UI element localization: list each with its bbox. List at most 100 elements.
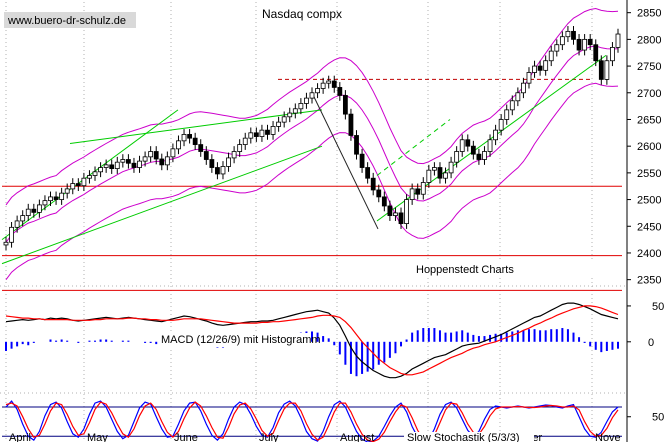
x-tick-label: May: [87, 432, 108, 442]
candle-body: [576, 38, 582, 51]
candle-body: [109, 164, 115, 169]
stochastic-y-tick-label: 50: [652, 412, 664, 424]
candle-body: [187, 134, 193, 139]
candle-body: [36, 204, 42, 213]
bollinger-bands: [5, 7, 619, 280]
candle-body: [348, 113, 354, 136]
candle-body: [331, 80, 337, 88]
candle-body: [253, 132, 259, 137]
trendline: [69, 109, 323, 144]
upper-band: [5, 7, 619, 206]
chart-title: Nasdaq compx: [262, 7, 342, 21]
candle-body: [137, 160, 142, 168]
candle-body: [153, 151, 159, 160]
candle-body: [554, 44, 560, 52]
price-reference-lines: [2, 78, 622, 291]
candle-body: [142, 156, 148, 162]
candle-body: [170, 148, 176, 158]
candle-body: [59, 192, 65, 200]
candle-body: [20, 215, 26, 222]
candle-body: [25, 208, 31, 216]
candle-body: [120, 159, 126, 163]
candle-body: [370, 177, 376, 191]
candle-body: [415, 188, 421, 195]
candle-body: [582, 38, 588, 51]
candle-body: [64, 188, 70, 194]
candle-body: [548, 50, 554, 62]
candle-body: [337, 87, 343, 96]
candle-body: [487, 139, 493, 152]
candle-body: [87, 175, 92, 179]
candle-body: [281, 116, 287, 123]
candle-body: [315, 88, 320, 94]
candle-body: [454, 151, 460, 163]
macd-y-tick-label: 50: [652, 301, 664, 313]
candle-body: [159, 158, 165, 166]
candle-body: [164, 156, 170, 166]
y-tick-labels: 2350 2400 2450 2500 2550 2600 2650 2700 2750 2800…: [627, 8, 664, 424]
candle-body: [231, 151, 237, 159]
candle-body: [309, 92, 315, 99]
candlesticks: [3, 26, 621, 251]
candle-body: [192, 137, 198, 145]
price-y-tick-label: 2350: [637, 275, 661, 287]
candle-body: [537, 65, 543, 71]
candle-body: [114, 161, 120, 169]
candle-body: [465, 139, 471, 147]
x-tick-label: June: [174, 432, 198, 442]
stoch-label-box: [404, 432, 534, 442]
candle-body: [203, 151, 209, 160]
candle-body: [476, 153, 482, 160]
candle-body: [81, 177, 87, 187]
price-y-tick-label: 2600: [637, 141, 661, 153]
candle-body: [215, 167, 220, 175]
candle-body: [198, 144, 204, 152]
candle-body: [131, 162, 137, 168]
candle-body: [532, 65, 537, 73]
candle-body: [354, 135, 359, 155]
price-y-tick-label: 2400: [637, 248, 661, 260]
candle-body: [304, 97, 309, 104]
x-tick-label: April: [9, 432, 31, 442]
candle-body: [470, 145, 476, 155]
candle-body: [459, 139, 465, 152]
candle-body: [393, 212, 398, 216]
watermark-box: [4, 12, 136, 28]
candle-body: [610, 46, 615, 62]
price-y-tick-label: 2450: [637, 221, 661, 233]
candle-body: [593, 44, 599, 62]
lower-band: [5, 82, 619, 280]
stochastic-label: Slow Stochastik (5/3/3): [407, 432, 520, 442]
candle-body: [431, 167, 437, 171]
candle-body: [404, 199, 409, 224]
candle-body: [365, 167, 371, 179]
candle-body: [571, 30, 576, 40]
vertical-gridlines: [5, 2, 593, 442]
candle-body: [443, 172, 448, 179]
candle-body: [259, 129, 265, 137]
candle-body: [342, 95, 348, 115]
price-y-tick-label: 2500: [637, 195, 661, 207]
candle-body: [426, 169, 432, 183]
candle-body: [409, 188, 415, 200]
candle-body: [615, 33, 621, 48]
price-y-tick-label: 2550: [637, 168, 661, 180]
macd-series-line: [5, 305, 619, 376]
candle-body: [92, 171, 98, 176]
candle-body: [493, 129, 499, 141]
candle-body: [565, 30, 571, 38]
candle-body: [526, 72, 532, 84]
candle-body: [543, 60, 549, 71]
candle-body: [148, 151, 154, 158]
macd-label: MACD (12/26/9) mit Histogramm: [161, 334, 321, 346]
candle-body: [287, 112, 293, 118]
candle-body: [176, 140, 181, 150]
trendline: [1, 145, 323, 265]
candle-body: [70, 183, 76, 190]
candle-body: [248, 132, 254, 139]
candle-body: [75, 183, 81, 187]
candle-body: [226, 157, 231, 167]
candle-body: [598, 60, 604, 80]
candle-body: [298, 103, 304, 110]
